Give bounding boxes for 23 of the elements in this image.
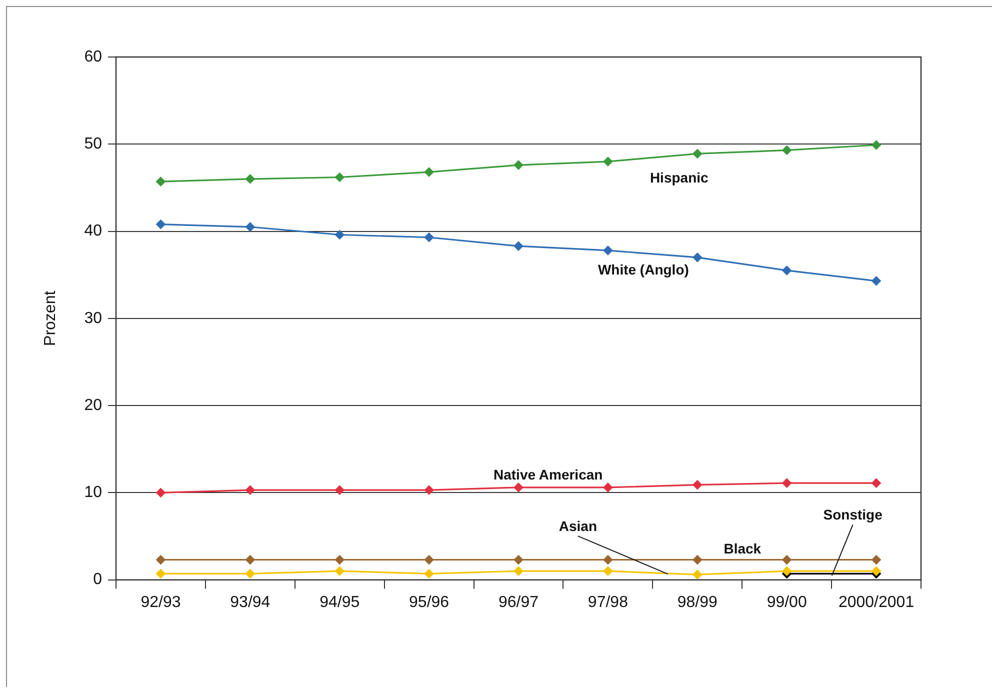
- y-tick-label: 10: [84, 484, 102, 502]
- x-tick-label: 99/00: [766, 594, 807, 611]
- x-tick-label: 98/99: [677, 594, 718, 611]
- text: Asian: [558, 518, 598, 534]
- series-label: White (Anglo): [598, 261, 689, 278]
- y-tick-label: 50: [84, 136, 102, 153]
- x-tick-label: 96/97: [498, 594, 539, 611]
- series-label: Black: [724, 540, 762, 557]
- y-tick-label: 30: [84, 310, 102, 327]
- y-tick-label: 40: [84, 222, 102, 240]
- x-tick-label: 2000/2001: [838, 594, 914, 611]
- x-tick-label: 95/96: [409, 594, 450, 611]
- series-label: Hispanic: [650, 169, 709, 186]
- y-tick-label: 60: [84, 48, 102, 66]
- x-tick-label: 94/95: [320, 594, 360, 611]
- y-tick-label: 20: [84, 396, 102, 414]
- x-tick-label: 93/94: [230, 594, 270, 611]
- series-label: Native American: [494, 466, 603, 482]
- text: Sonstige: [823, 506, 883, 523]
- x-tick-label: 92/93: [140, 594, 181, 611]
- x-tick-label: 97/98: [588, 594, 628, 611]
- y-axis-title: Prozent: [42, 290, 60, 346]
- y-tick-label: 0: [93, 571, 102, 588]
